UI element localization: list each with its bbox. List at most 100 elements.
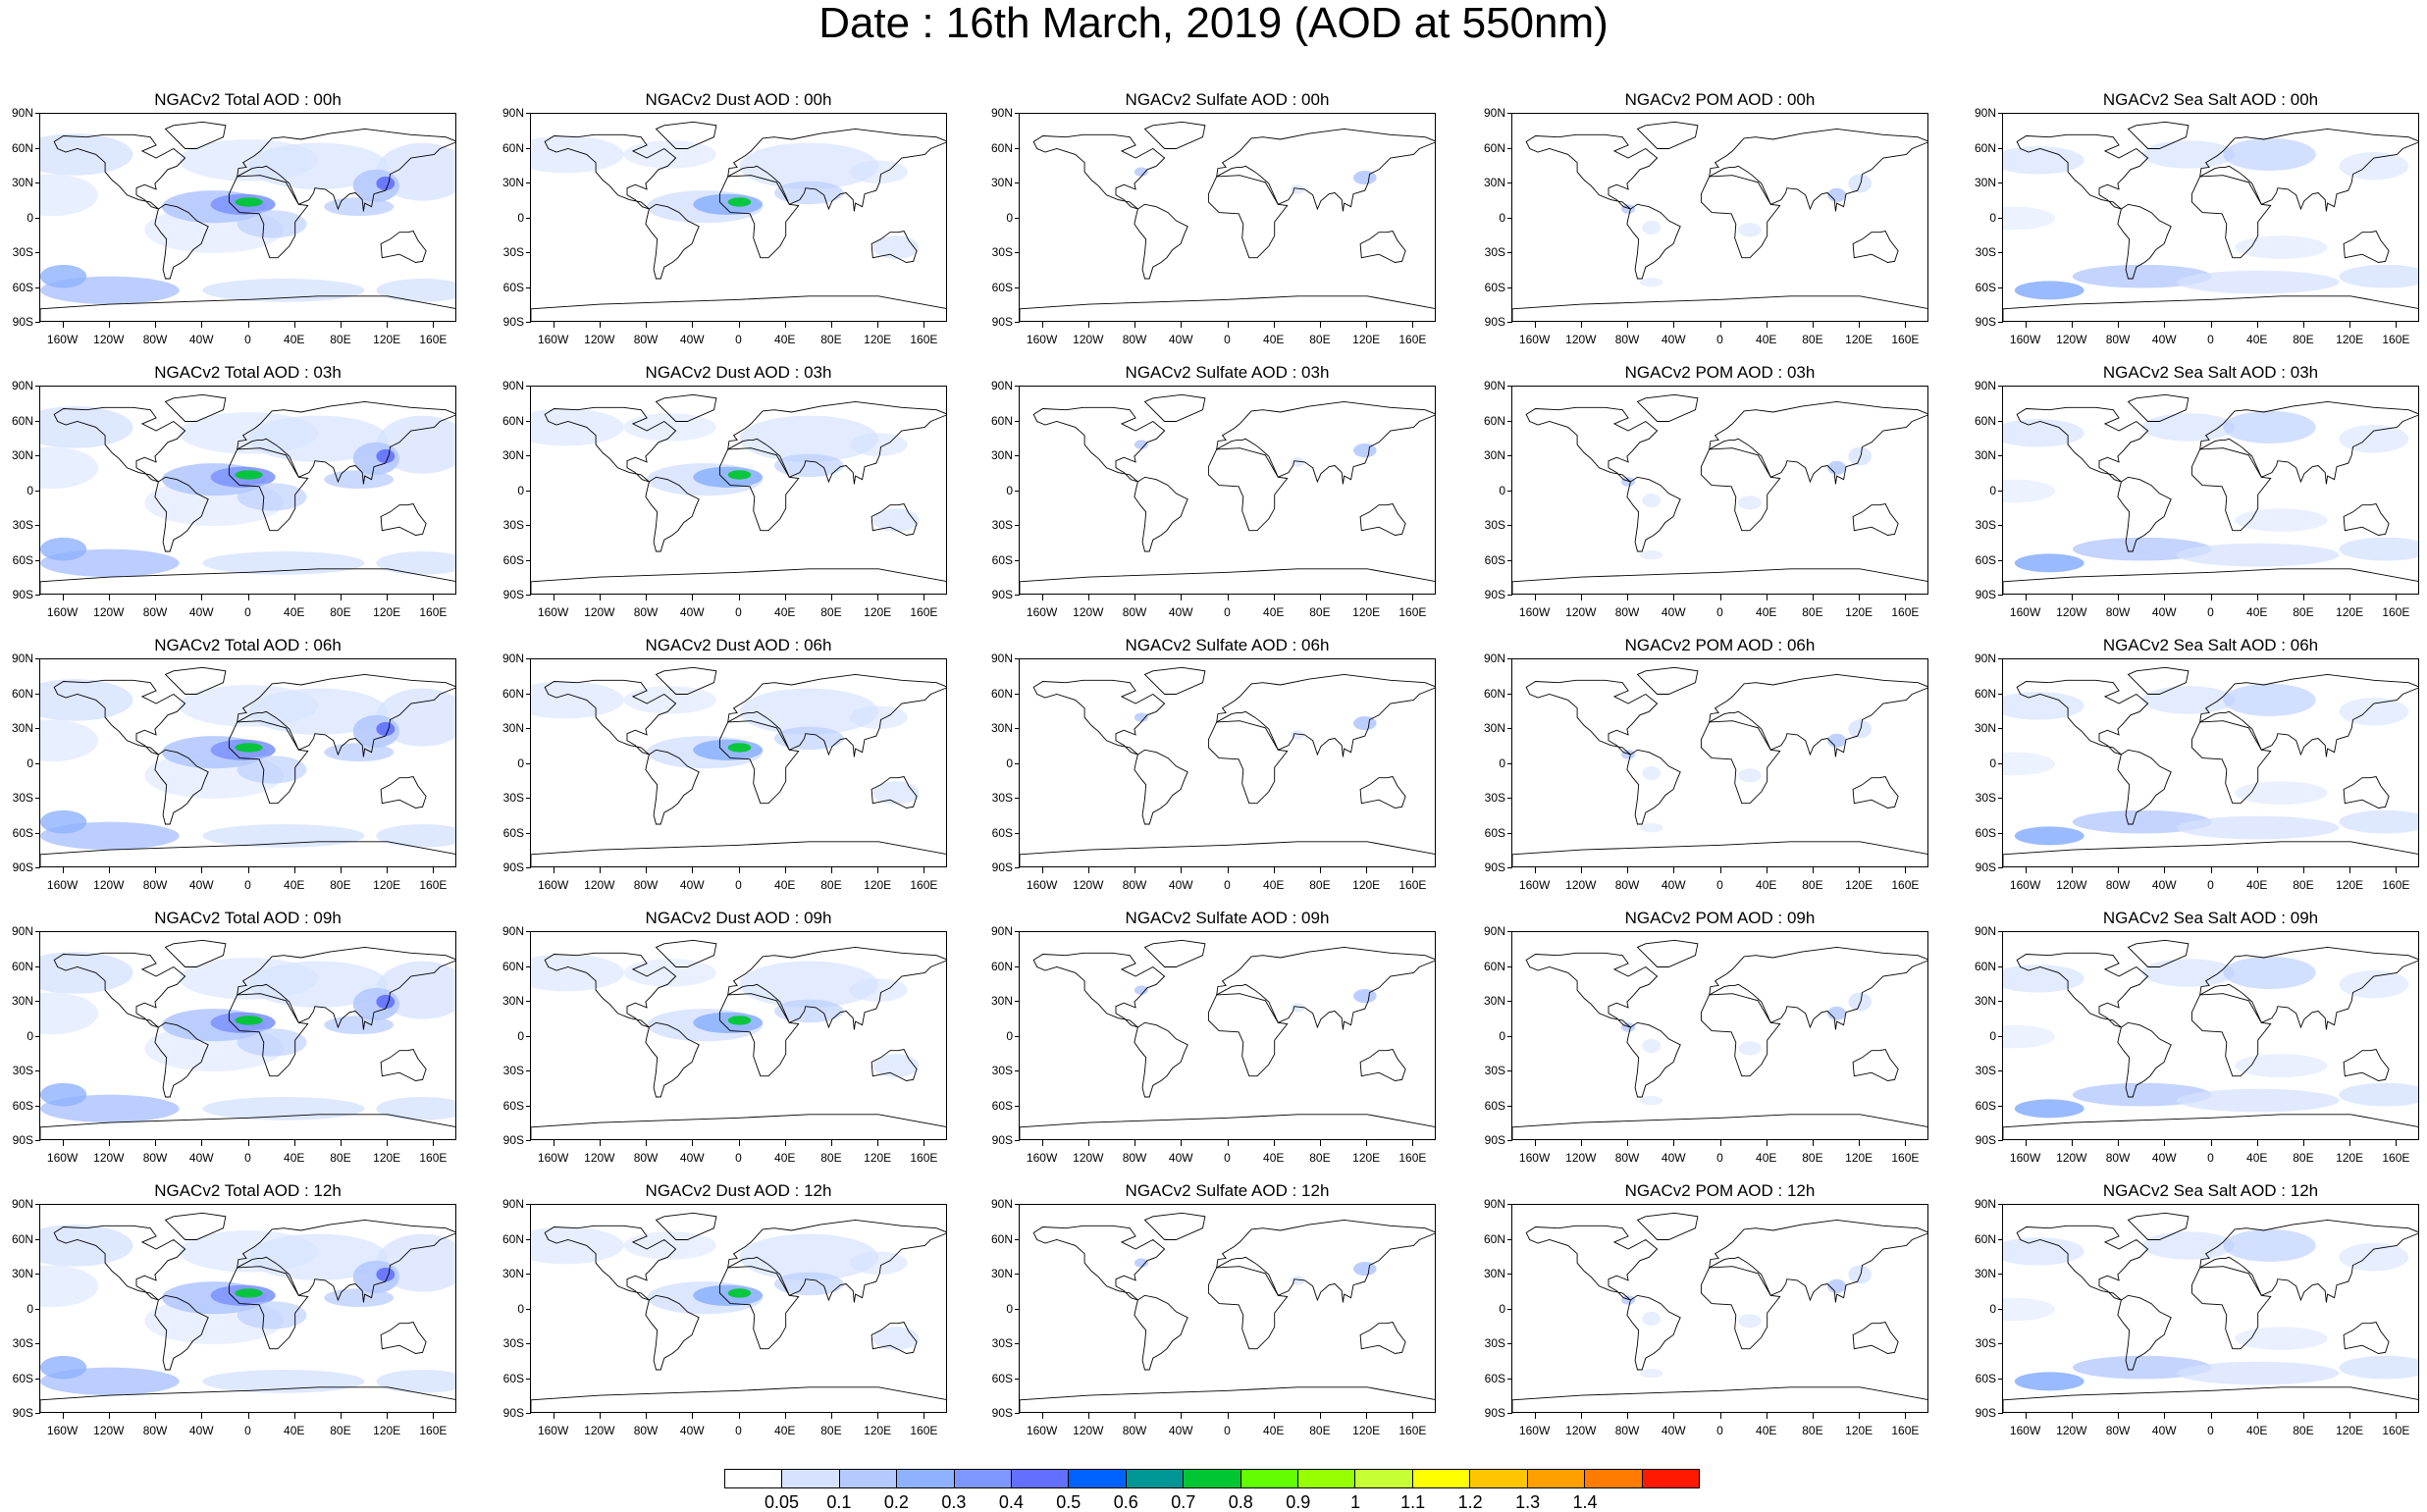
lon-tick-mark (692, 1140, 694, 1146)
aod-plume (773, 453, 844, 478)
lon-tick-mark (2210, 867, 2212, 873)
lat-tick-mark (1015, 1238, 1020, 1240)
lon-tick-label: 80W (633, 333, 659, 346)
lat-tick-label: 30N (501, 994, 524, 1008)
lon-tick-label: 160W (2009, 1151, 2041, 1165)
aod-plume (872, 781, 920, 805)
aod-plume (1620, 204, 1636, 214)
aod-map (2002, 658, 2419, 867)
lon-tick-mark (1041, 322, 1043, 328)
aod-field-svg (1512, 666, 1927, 866)
lon-tick-mark (646, 322, 648, 328)
lat-tick-label: 90N (990, 1197, 1013, 1211)
coastline (40, 1386, 455, 1412)
lon-tick-mark (1534, 867, 1536, 873)
lat-tick-label: 60S (1975, 1371, 1996, 1385)
coastline (2016, 406, 2149, 483)
lon-tick-mark (1812, 867, 1814, 873)
lon-tick-label: 80E (1309, 1151, 1331, 1165)
colorbar-label: 0.9 (1286, 1492, 1311, 1512)
aod-plume (872, 508, 920, 532)
aod-plume (376, 1097, 455, 1121)
lat-tick-mark (1015, 1070, 1020, 1071)
lon-tick-mark (2256, 322, 2258, 328)
lon-tick-mark (201, 595, 203, 600)
lon-tick-label: 120W (1565, 878, 1597, 892)
aod-plume (773, 999, 844, 1023)
lat-tick-label: 90N (11, 106, 33, 120)
aod-plume (202, 1370, 365, 1393)
lon-tick-label: 120E (1352, 878, 1381, 892)
lon-tick-mark (646, 1140, 648, 1146)
coastline (1852, 502, 1899, 536)
aod-field-svg (40, 666, 455, 866)
lon-tick-mark (784, 1140, 786, 1146)
panel-title: NGACv2 Total AOD : 03h (154, 363, 342, 382)
lat-tick-label: 60S (991, 1098, 1013, 1113)
lon-tick-label: 40E (2246, 878, 2268, 892)
lat-tick-mark (526, 965, 531, 967)
aod-plume (849, 978, 908, 1002)
coastline (718, 175, 800, 259)
colorbar-swatch (1298, 1470, 1356, 1487)
aod-plume (40, 446, 99, 490)
lon-tick-mark (784, 322, 786, 328)
lat-tick-mark (526, 693, 531, 695)
coastline (1143, 1212, 1206, 1240)
coastline (2199, 673, 2418, 757)
lon-tick-mark (293, 867, 295, 873)
coastline (40, 841, 455, 866)
coastline (1700, 175, 1781, 259)
coastline (1525, 1225, 1659, 1301)
lon-tick-label: 0 (1224, 333, 1231, 346)
lon-tick-mark (1366, 595, 1368, 600)
lat-tick-label: 30S (502, 245, 524, 259)
lon-tick-mark (1859, 1413, 1861, 1419)
aod-plume (727, 197, 752, 207)
lat-tick-label: 60N (990, 413, 1013, 428)
coastline (1709, 400, 1927, 485)
coastline (1207, 447, 1289, 532)
lon-tick-label: 160W (1518, 605, 1551, 619)
lon-tick-label: 120E (1352, 605, 1381, 619)
lon-tick-mark (2302, 322, 2304, 328)
aod-plume (1827, 1278, 1846, 1293)
lon-tick-mark (784, 595, 786, 600)
lon-tick-label: 120E (373, 1424, 401, 1437)
aod-plume (1639, 549, 1663, 560)
lat-tick-mark (1998, 1413, 2003, 1414)
lon-tick-label: 80E (1309, 605, 1331, 619)
aod-plume (739, 688, 879, 735)
colorbar-label: 0.8 (1228, 1492, 1253, 1512)
aod-plume (1291, 1003, 1305, 1013)
coastline (1636, 939, 1699, 967)
lon-tick-label: 160W (537, 1424, 569, 1437)
lat-tick-label: 60N (1974, 413, 1996, 428)
aod-plume (1291, 184, 1305, 194)
lat-tick-label: 0 (1499, 1028, 1505, 1043)
lat-tick-mark (1507, 1001, 1512, 1002)
aod-plume (1848, 1265, 1872, 1284)
colorbar-swatch (1126, 1470, 1185, 1487)
lon-tick-mark (2118, 595, 2120, 600)
lon-tick-label: 80E (330, 333, 351, 346)
lat-tick-mark (1507, 559, 1512, 561)
coastline (154, 749, 209, 825)
lat-tick-mark (1015, 1343, 1020, 1344)
coastline (1032, 679, 1166, 756)
lat-tick-label: 90N (1483, 379, 1505, 392)
lat-tick-mark (1015, 525, 1020, 526)
lat-tick-label: 30S (1484, 1064, 1505, 1077)
aod-plume (248, 961, 389, 1008)
lat-tick-mark (1507, 217, 1512, 219)
lon-tick-mark (2071, 867, 2073, 873)
lon-tick-mark (1859, 595, 1861, 600)
lon-tick-label: 120W (93, 878, 125, 892)
lon-tick-mark (923, 322, 925, 328)
lon-tick-label: 0 (735, 878, 742, 892)
coastline (1626, 476, 1681, 552)
lon-tick-label: 0 (2207, 1424, 2214, 1437)
lat-tick-label: 90S (1975, 860, 1996, 874)
aod-plume (531, 135, 624, 174)
lat-tick-mark (1998, 693, 2003, 695)
